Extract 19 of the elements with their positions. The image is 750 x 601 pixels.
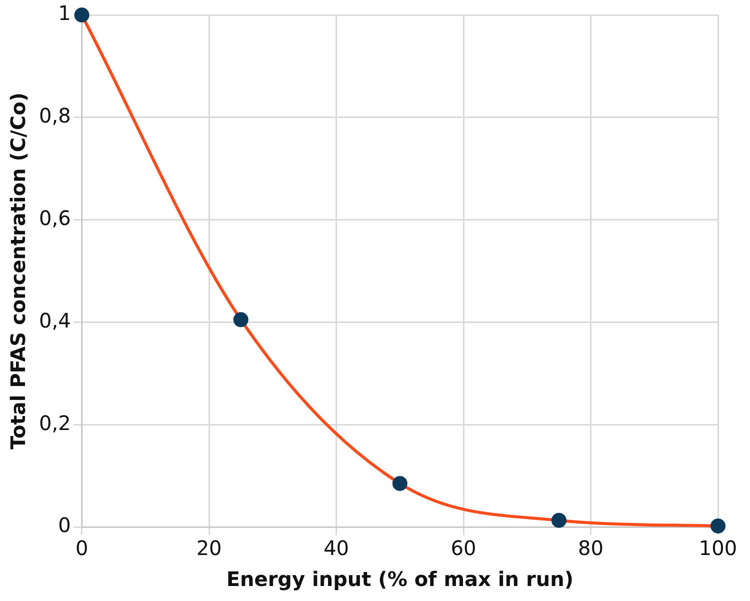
point: [233, 312, 248, 328]
x-axis-title: Energy input (% of max in run): [226, 567, 574, 592]
y-tick-label: 0,6: [38, 206, 71, 230]
y-tick-label: 0,2: [38, 410, 71, 435]
y-axis-title: Total PFAS concentration (C/Co): [6, 92, 30, 450]
point: [392, 476, 408, 491]
x-tick-label: 100: [698, 536, 738, 560]
x-tick-label: 20: [196, 536, 222, 560]
point: [710, 518, 726, 534]
x-tick-label: 40: [324, 536, 350, 560]
y-tick-label: 0: [58, 513, 71, 538]
y-tick-label: 0,4: [38, 308, 71, 332]
point: [74, 8, 90, 22]
y-tick-label: 0,8: [38, 104, 71, 128]
x-tick-label: 60: [450, 536, 476, 560]
x-tick-label: 0: [75, 536, 88, 560]
point: [551, 512, 566, 528]
y-tick-label: 1: [58, 1, 71, 26]
x-tick-label: 80: [578, 536, 604, 560]
